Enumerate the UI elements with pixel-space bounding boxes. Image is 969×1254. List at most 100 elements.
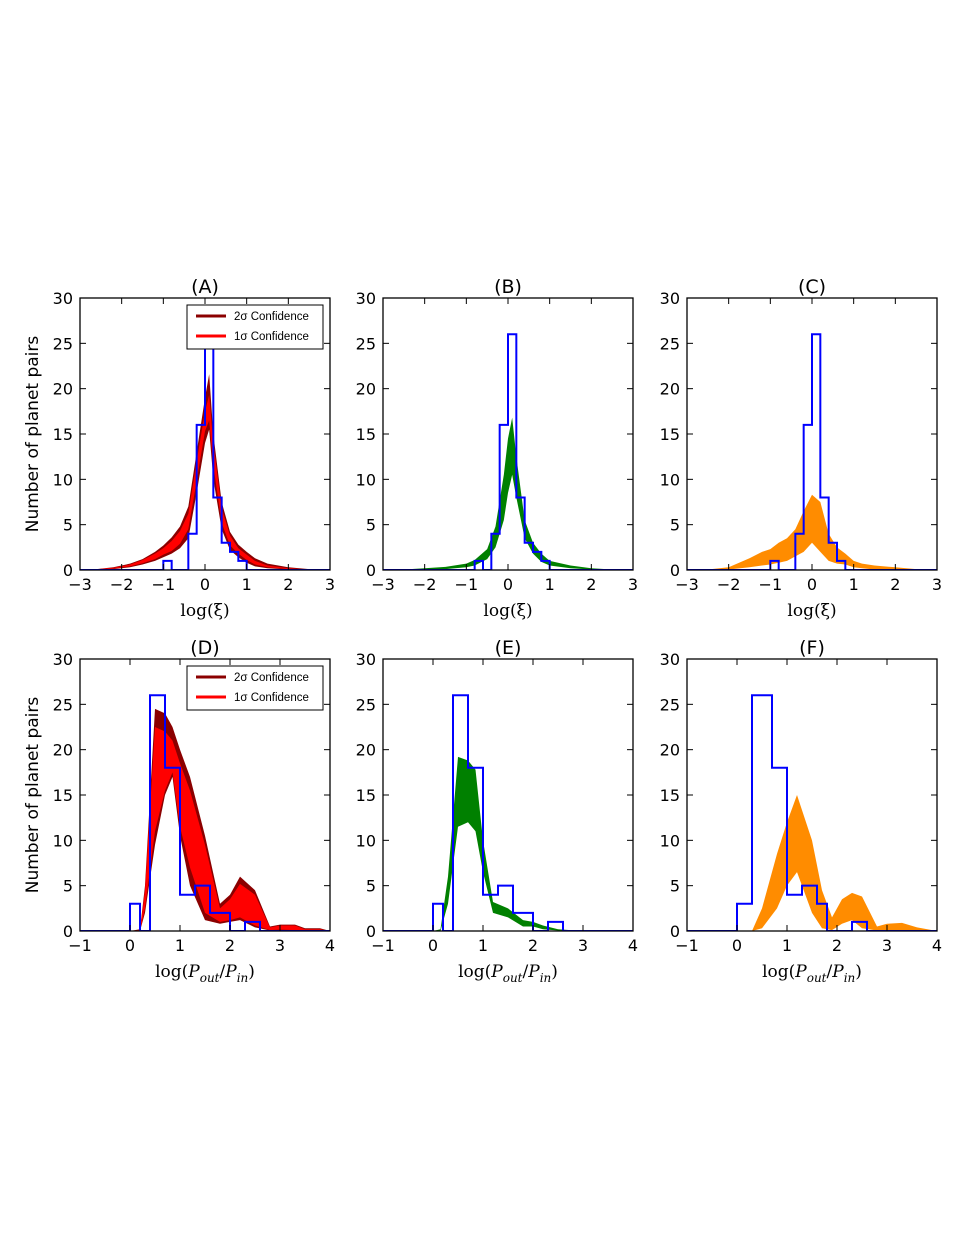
x-axis-label: log(ξ): [483, 601, 532, 621]
x-tick-label: −3: [68, 575, 92, 594]
x-tick-label: −2: [110, 575, 134, 594]
legend-label-1sigma: 1σ Confidence: [234, 331, 309, 343]
plot-area: [80, 694, 330, 931]
x-tick-label: 1: [175, 936, 185, 955]
panel-f-title: (F): [799, 637, 825, 659]
x-tick-label: −1: [675, 936, 699, 955]
x-axis-label: log(ξ): [180, 601, 229, 621]
y-tick-label: 25: [660, 695, 680, 714]
x-tick-label: −1: [371, 936, 395, 955]
legend-panel-a: 2σ Confidence 1σ Confidence: [186, 304, 324, 350]
x-tick-label: 4: [932, 936, 942, 955]
x-tick-label: 0: [200, 575, 210, 594]
y-tick-label: 5: [670, 516, 680, 535]
y-tick-label: 30: [660, 650, 680, 669]
x-tick-label: 0: [428, 936, 438, 955]
x-tick-label: 2: [283, 575, 293, 594]
x-tick-label: 3: [578, 936, 588, 955]
y-tick-label: 0: [670, 922, 680, 941]
y-tick-label: 5: [63, 516, 73, 535]
legend-frame: [186, 665, 324, 711]
x-tick-label: −1: [759, 575, 783, 594]
y-axis-label-bottom: Number of planet pairs: [23, 697, 43, 894]
observed-histogram: [687, 333, 937, 570]
axes-frame: [382, 658, 634, 932]
legend-label-2sigma: 2σ Confidence: [234, 672, 309, 684]
y-tick-label: 25: [356, 695, 376, 714]
y-tick-label: 30: [53, 650, 73, 669]
x-tick-label: 1: [849, 575, 859, 594]
x-tick-label: 2: [225, 936, 235, 955]
x-tick-label: −1: [455, 575, 479, 594]
y-tick-label: 10: [53, 831, 73, 850]
y-tick-label: 5: [63, 877, 73, 896]
x-tick-label: 3: [275, 936, 285, 955]
y-tick-label: 15: [53, 425, 73, 444]
y-tick-label: 15: [356, 425, 376, 444]
x-tick-label: −2: [413, 575, 437, 594]
x-tick-label: 1: [478, 936, 488, 955]
observed-histogram: [80, 333, 330, 570]
y-tick-label: 25: [53, 334, 73, 353]
y-tick-label: 5: [670, 877, 680, 896]
observed-histogram: [383, 333, 633, 570]
x-tick-label: 1: [545, 575, 555, 594]
x-tick-label: 3: [628, 575, 638, 594]
x-tick-label: 2: [890, 575, 900, 594]
x-tick-label: 2: [528, 936, 538, 955]
x-tick-label: 1: [242, 575, 252, 594]
observed-histogram: [383, 694, 633, 931]
y-tick-label: 20: [356, 741, 376, 760]
y-tick-label: 15: [53, 786, 73, 805]
x-axis-label: log(Pout/Pin): [762, 962, 862, 985]
x-tick-label: 0: [125, 936, 135, 955]
panel-b-title: (B): [494, 276, 522, 298]
panel-a-title: (A): [191, 276, 219, 298]
confidence-band-1sigma: [383, 756, 633, 931]
x-tick-label: 1: [782, 936, 792, 955]
panel-e-title: (E): [495, 637, 522, 659]
y-tick-label: 30: [356, 650, 376, 669]
y-tick-label: 0: [366, 561, 376, 580]
y-tick-label: 30: [660, 289, 680, 308]
plot-area: [383, 333, 633, 570]
y-tick-label: 25: [356, 334, 376, 353]
x-tick-label: 3: [325, 575, 335, 594]
y-tick-label: 10: [356, 831, 376, 850]
x-tick-label: 2: [832, 936, 842, 955]
y-tick-label: 20: [356, 380, 376, 399]
y-tick-label: 10: [356, 470, 376, 489]
y-tick-label: 20: [53, 380, 73, 399]
y-tick-label: 0: [63, 561, 73, 580]
y-axis-label-top: Number of planet pairs: [23, 336, 43, 533]
panel-d-title: (D): [190, 637, 219, 659]
x-tick-label: 4: [628, 936, 638, 955]
x-tick-label: 0: [807, 575, 817, 594]
confidence-band-1sigma: [80, 727, 330, 931]
legend-frame: [186, 304, 324, 350]
x-tick-label: −1: [152, 575, 176, 594]
y-tick-label: 5: [366, 516, 376, 535]
y-tick-label: 25: [660, 334, 680, 353]
x-tick-label: −3: [371, 575, 395, 594]
x-tick-label: 4: [325, 936, 335, 955]
plot-area: [687, 333, 937, 570]
y-tick-label: 5: [366, 877, 376, 896]
y-tick-label: 25: [53, 695, 73, 714]
y-tick-label: 10: [660, 470, 680, 489]
y-tick-label: 15: [660, 786, 680, 805]
x-axis-label: log(Pout/Pin): [155, 962, 255, 985]
confidence-band-1sigma: [80, 395, 330, 570]
y-tick-label: 30: [356, 289, 376, 308]
y-tick-label: 20: [53, 741, 73, 760]
x-tick-label: 0: [732, 936, 742, 955]
y-tick-label: 20: [660, 741, 680, 760]
y-tick-label: 0: [670, 561, 680, 580]
legend-panel-d: 2σ Confidence 1σ Confidence: [186, 665, 324, 711]
confidence-band-1sigma: [383, 417, 633, 570]
